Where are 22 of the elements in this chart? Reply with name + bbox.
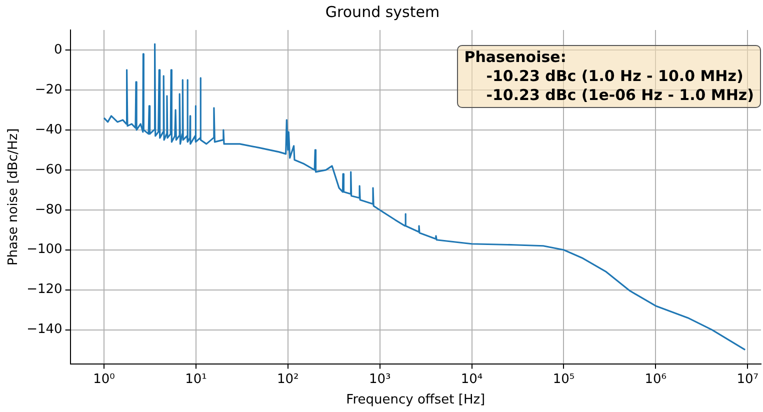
x-tick-label: 10⁰: [93, 372, 115, 387]
annotation: -10.23 dBc (1.0 Hz - 10.0 MHz): [485, 67, 744, 86]
x-tick-label: 10²: [276, 372, 299, 387]
y-tick-label: −120: [26, 282, 62, 298]
x-tick-label: 10¹: [185, 372, 207, 387]
y-tick-label: −100: [26, 242, 62, 258]
x-tick-label: 10⁵: [552, 372, 575, 387]
annotation: Phasenoise:: [464, 48, 568, 67]
y-axis-title: Phase noise [dBc/Hz]: [6, 128, 22, 266]
annotation: -10.23 dBc (1e-06 Hz - 1.0 MHz): [485, 86, 754, 105]
x-tick-label: 10⁴: [460, 372, 483, 387]
y-tick-label: −80: [34, 202, 62, 218]
x-axis-title: Frequency offset [Hz]: [346, 392, 486, 408]
y-tick-label: −40: [34, 122, 62, 138]
y-tick-label: −20: [34, 82, 62, 98]
x-tick-label: 10³: [368, 372, 391, 387]
chart-title: Ground system: [325, 2, 440, 21]
x-tick-label: 10⁷: [736, 372, 758, 387]
y-tick-label: −140: [26, 322, 62, 338]
y-tick-label: 0: [54, 42, 62, 58]
x-tick-label: 10⁶: [644, 372, 667, 387]
y-tick-label: −60: [34, 162, 62, 178]
